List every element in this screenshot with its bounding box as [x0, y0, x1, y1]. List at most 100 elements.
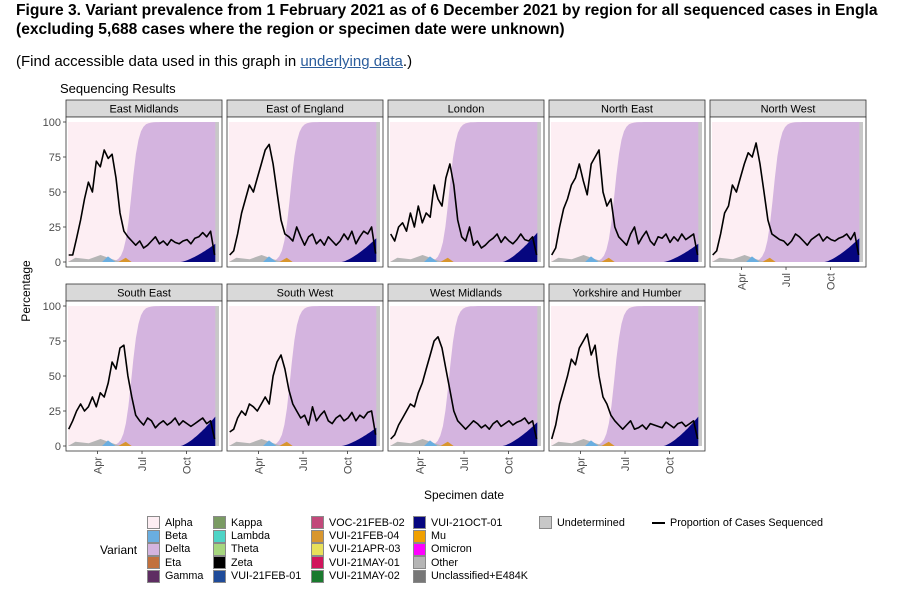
x-tick-label: Jul	[137, 457, 149, 471]
legend-label: VUI-21APR-03	[329, 543, 401, 556]
legend-label: Zeta	[231, 556, 253, 569]
area-vui-21feb-04-north-east	[601, 257, 615, 262]
legend-item: Mu	[413, 529, 528, 543]
legend-swatch	[213, 569, 226, 583]
legend-label: VUI-21MAY-01	[329, 556, 400, 569]
legend-column: VOC-21FEB-02 VUI-21FEB-04 VUI-21APR-03 VUI-…	[311, 516, 405, 583]
legend-swatch	[413, 556, 426, 570]
legend-label: Gamma	[165, 570, 204, 583]
legend-swatch	[213, 529, 226, 543]
line-proportion-sequenced-south-west	[229, 354, 377, 435]
area-undetermined-yorkshire-and-humber	[698, 306, 702, 446]
area-beta-west-midlands	[424, 440, 438, 446]
legend-label: Theta	[231, 543, 259, 556]
area-vui-21feb-04-south-west	[279, 441, 293, 446]
legend-swatch	[147, 556, 160, 570]
legend-swatch	[539, 516, 552, 530]
line-proportion-sequenced-south-east	[67, 344, 216, 440]
legend-swatch	[652, 521, 665, 524]
y-tick-label: 50	[49, 371, 61, 383]
area-delta-london	[390, 122, 541, 262]
panel-border-north-east	[548, 116, 706, 268]
area-vui-21oct-01-west-midlands	[502, 422, 538, 446]
y-tick-label: 50	[49, 187, 61, 199]
figure-title-line1: Figure 3. Variant prevalence from 1 Febr…	[16, 2, 878, 19]
legend-swatch	[413, 542, 426, 556]
legend-label: Kappa	[231, 516, 263, 529]
legend-label: VUI-21FEB-04	[329, 530, 400, 543]
area-beta-south-east	[102, 440, 116, 446]
x-tick-label: Apr	[254, 457, 266, 474]
area-vui-21feb-04-london	[440, 257, 454, 262]
area-beta-london	[424, 256, 438, 262]
area-undetermined-south-east	[215, 306, 219, 446]
y-tick-label: 75	[49, 152, 61, 164]
x-tick-label: Apr	[93, 457, 105, 474]
area-beta-north-east	[585, 256, 599, 262]
line-proportion-sequenced-north-west	[712, 142, 860, 256]
legend-label: Omicron	[431, 543, 472, 556]
y-tick-label: 25	[49, 222, 61, 234]
legend-swatch	[311, 556, 324, 570]
panel-border-yorkshire-and-humber	[548, 300, 706, 452]
underlying-data-link[interactable]: underlying data	[300, 53, 403, 70]
area-vui-21oct-01-london	[502, 232, 538, 262]
area-delta-north-east	[551, 122, 702, 262]
legend-label: Mu	[431, 530, 446, 543]
legend-column: Proportion of Cases Sequenced	[652, 516, 823, 529]
line-proportion-sequenced-east-midlands	[68, 149, 216, 256]
y-tick-label: 100	[43, 117, 61, 129]
area-vui-21oct-01-north-west	[824, 238, 860, 262]
legend-swatch	[147, 569, 160, 583]
line-proportion-sequenced-west-midlands	[390, 336, 538, 440]
strip-label-east-of-england: East of England	[266, 104, 344, 116]
figure-title: Figure 3. Variant prevalence from 1 Febr…	[16, 2, 901, 39]
variant-prevalence-chart: Sequencing Results Specimen date Percentag…	[19, 81, 867, 502]
area-beta-east-of-england	[263, 256, 277, 262]
area-beta-south-west	[263, 440, 277, 446]
legend-item: Alpha	[147, 516, 203, 530]
area-undetermined-north-west	[859, 122, 863, 262]
legend-label: VUI-21OCT-01	[431, 516, 503, 529]
x-tick-label: Oct	[664, 457, 676, 474]
legend-item: Unclassified+E484K	[413, 569, 528, 583]
area-vui-21feb-04-west-midlands	[440, 441, 454, 446]
area-undetermined-london	[537, 122, 541, 262]
legend-swatch	[311, 542, 324, 556]
legend-label: Unclassified+E484K	[431, 570, 528, 583]
note-suffix: .)	[402, 53, 413, 70]
area-undetermined-east-midlands	[215, 122, 219, 262]
x-tick-label: Jul	[781, 273, 793, 287]
legend-swatch	[147, 529, 160, 543]
legend-item: Gamma	[147, 569, 204, 583]
legend-item: VUI-21MAY-01	[311, 556, 405, 570]
area-beta-east-midlands	[102, 256, 116, 262]
panel-border-north-west	[709, 116, 867, 268]
area-delta-yorkshire-and-humber	[551, 306, 702, 446]
legend-item: Eta	[147, 556, 203, 570]
legend-swatch	[311, 529, 324, 543]
x-tick-label: Jul	[459, 457, 471, 471]
figure-title-line2: (excluding 5,688 cases where the region …	[16, 20, 565, 38]
legend-swatch	[311, 569, 324, 583]
area-vui-21oct-01-yorkshire-and-humber	[663, 416, 699, 446]
area-delta-east-midlands	[68, 122, 219, 262]
legend-swatch	[213, 516, 226, 530]
area-vui-21feb-04-north-west	[762, 257, 776, 262]
strip-label-south-west: South West	[277, 288, 334, 300]
y-tick-label: 0	[55, 257, 61, 269]
legend-label: Undetermined	[557, 516, 625, 529]
area-delta-west-midlands	[390, 306, 541, 446]
legend-label: Other	[431, 556, 459, 569]
legend-label: Lambda	[231, 530, 271, 543]
legend-item: Undetermined	[539, 516, 625, 530]
figure-note: (Find accessible data used in this graph…	[16, 53, 412, 70]
strip-label-yorkshire-and-humber: Yorkshire and Humber	[572, 288, 681, 300]
legend-swatch	[413, 569, 426, 583]
panel-border-west-midlands	[387, 300, 545, 452]
legend-swatch	[147, 542, 160, 556]
legend-item: Beta	[147, 529, 203, 543]
y-tick-label: 75	[49, 336, 61, 348]
y-tick-label: 25	[49, 406, 61, 418]
area-vui-21feb-04-east-midlands	[118, 257, 132, 262]
